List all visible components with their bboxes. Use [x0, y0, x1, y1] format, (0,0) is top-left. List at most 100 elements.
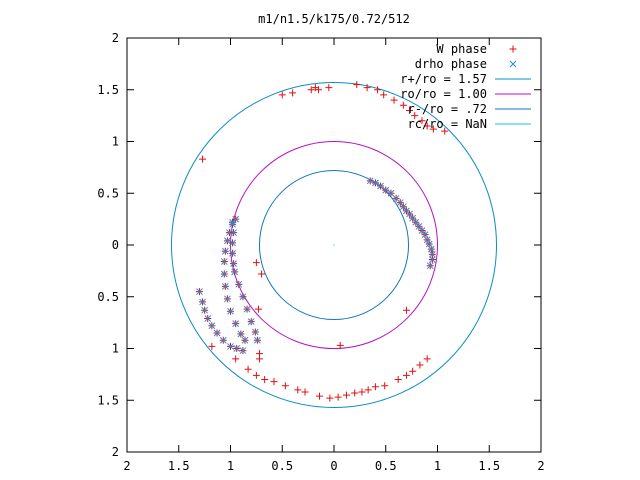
y-tick-label: 2	[112, 445, 119, 459]
drho-phase-point	[208, 322, 216, 330]
drho-phase-point	[428, 256, 436, 263]
w-phase-point	[281, 382, 289, 390]
drho-phase-point	[224, 237, 231, 245]
drho-phase-point	[199, 298, 206, 306]
w-phase-point	[371, 383, 379, 391]
legend-marker-plus	[509, 45, 517, 53]
drho-phase-point	[406, 210, 413, 218]
y-tick-label: 1	[112, 342, 119, 356]
reference-circle	[258, 169, 410, 321]
drho-phase-point	[230, 229, 237, 236]
w-phase-point	[418, 117, 426, 125]
w-phase-point	[399, 101, 407, 109]
drho-phase-point	[230, 260, 237, 267]
drho-phase-point	[219, 336, 227, 344]
drho-phase-point	[232, 320, 240, 328]
w-phase-point	[406, 106, 414, 114]
drho-phase-point	[239, 347, 247, 354]
drho-phase-point	[409, 214, 417, 222]
reference-circle	[171, 82, 497, 408]
x-tick-label: 2	[537, 459, 544, 473]
w-phase-point	[307, 86, 315, 94]
drho-phase-point	[235, 280, 243, 288]
x-tick-label: 1	[227, 459, 234, 473]
legend-label: r+/ro = 1.57	[400, 72, 487, 86]
x-tick-label: 1	[434, 459, 441, 473]
drho-phase-point	[418, 227, 426, 234]
drho-phase-point	[377, 182, 384, 190]
drho-phase-point	[415, 223, 423, 230]
x-tick-label: 0	[330, 459, 337, 473]
w-phase-point	[353, 81, 361, 89]
center-point	[333, 244, 335, 246]
w-phase-point	[244, 365, 252, 373]
w-phase-point	[423, 355, 431, 363]
w-phase-point	[289, 89, 297, 97]
legend-label: W phase	[436, 42, 487, 56]
w-phase-point	[334, 393, 342, 401]
w-phase-point	[351, 389, 359, 397]
w-phase-point	[254, 305, 262, 313]
legend-label: rc/ro = NaN	[408, 117, 487, 131]
x-tick-label: 0.5	[375, 459, 397, 473]
w-phase-point	[411, 112, 419, 120]
x-tick-label: 0.5	[271, 459, 293, 473]
drho-phase-point	[426, 262, 434, 270]
drho-phase-point	[412, 218, 420, 226]
w-phase-point	[358, 388, 366, 396]
drho-phase-point	[229, 218, 236, 226]
legend-label: ro/ro = 1.00	[400, 87, 487, 101]
drho-phase-point	[229, 220, 236, 228]
drho-phase-point	[428, 250, 436, 258]
w-phase-point	[252, 371, 260, 379]
drho-phase-point	[372, 179, 379, 187]
drho-phase-point	[382, 186, 390, 194]
drho-phase-point	[425, 240, 433, 248]
w-phase-point	[199, 155, 207, 163]
drho-phase-point	[229, 239, 236, 247]
y-tick-label: 1	[112, 135, 119, 149]
y-tick-label: 1.5	[97, 393, 119, 407]
w-phase-point	[423, 122, 431, 130]
drho-phase-point	[254, 336, 261, 344]
drho-phase-point	[220, 258, 228, 265]
drho-phase-point	[241, 336, 249, 344]
w-phase-point	[261, 376, 269, 384]
drho-phase-point	[233, 345, 241, 352]
chart-title: m1/n1.5/k175/0.72/512	[258, 12, 410, 26]
drho-phase-point	[227, 343, 234, 350]
drho-phase-point	[251, 328, 259, 336]
drho-phase-point	[237, 330, 245, 338]
drho-phase-point	[231, 268, 238, 276]
w-phase-point	[255, 355, 263, 363]
drho-phase-point	[396, 199, 404, 206]
w-phase-point	[394, 376, 402, 384]
legend-label: drho phase	[415, 57, 487, 71]
w-phase-point	[342, 391, 350, 399]
w-phase-point	[441, 127, 449, 135]
data-points	[195, 81, 449, 402]
drho-phase-point	[229, 249, 236, 257]
w-phase-point	[364, 386, 372, 394]
w-phase-point	[390, 96, 398, 104]
drho-phase-point	[247, 318, 255, 325]
w-phase-point	[363, 84, 371, 92]
drho-phase-point	[423, 236, 431, 244]
w-phase-point	[294, 386, 302, 394]
drho-phase-point	[399, 203, 407, 211]
drho-phase-point	[227, 307, 234, 315]
w-phase-point	[336, 341, 344, 349]
x-tick-label: 2	[123, 459, 130, 473]
w-phase-point	[429, 125, 437, 133]
drho-phase-point	[204, 315, 212, 322]
w-phase-point	[373, 86, 381, 94]
drho-phase-point	[224, 295, 231, 303]
y-tick-label: 1.5	[97, 83, 119, 97]
w-phase-point	[232, 355, 240, 363]
drho-phase-point	[427, 245, 435, 253]
legend-label: r-/ro = .72	[408, 102, 487, 116]
drho-phase-point	[366, 177, 374, 185]
w-phase-point	[258, 270, 266, 278]
y-tick-label: 2	[112, 31, 119, 45]
w-phase-point	[208, 342, 216, 350]
